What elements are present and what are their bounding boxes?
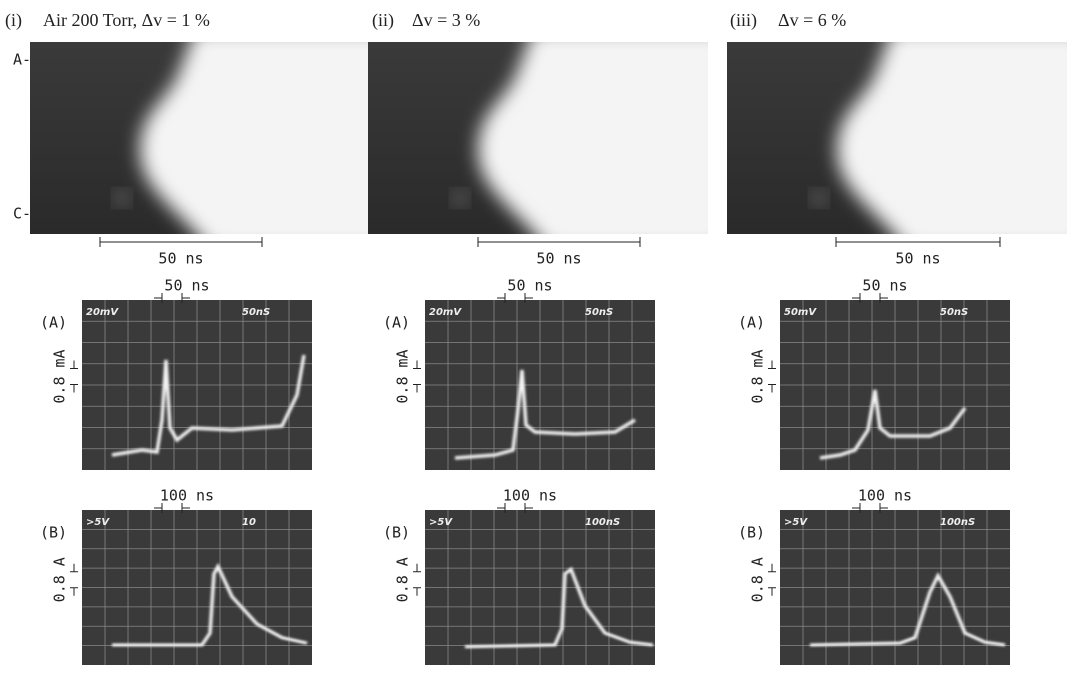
scale-label: 50 ns — [158, 250, 203, 268]
panel-label: (iii) — [730, 10, 757, 31]
panel-label: (ii) — [372, 10, 394, 31]
scale-label: 50 ns — [536, 250, 581, 268]
current-marker — [70, 563, 78, 596]
scope-time: 50nS — [940, 307, 968, 318]
scope-trace — [454, 369, 636, 460]
luminous-region — [478, 42, 708, 234]
scope-volts: >5V — [429, 517, 453, 528]
panel-condition: Δv = 3 % — [412, 10, 480, 30]
scope-trace — [819, 389, 967, 460]
current-marker — [768, 563, 776, 596]
scope-trace — [809, 571, 1006, 647]
spot — [452, 190, 468, 206]
panel-label: (i) — [5, 10, 22, 31]
current-scale: 0.8 A — [749, 557, 767, 602]
streak-photo — [727, 42, 1067, 234]
scope-label: (A) — [738, 314, 765, 332]
current-scale: 0.8 mA — [51, 349, 69, 403]
time-marker — [852, 503, 861, 513]
time-scale: 50 ns — [862, 277, 907, 295]
scope-label: (B) — [40, 524, 67, 542]
oscilloscope: 50mV 50nS — [780, 300, 1010, 470]
scope-volts: 20mV — [429, 307, 462, 318]
scope-time: 100nS — [940, 517, 975, 528]
scope-volts: >5V — [784, 517, 808, 528]
scope-time: 10 — [242, 517, 256, 528]
scope-trace — [111, 354, 306, 457]
time-marker — [497, 503, 506, 513]
time-marker — [524, 293, 533, 303]
time-scale: 100 ns — [858, 487, 912, 505]
scope-volts: >5V — [86, 517, 110, 528]
scope-time: 50nS — [585, 307, 613, 318]
time-marker — [154, 503, 163, 513]
current-marker — [768, 360, 776, 393]
panel-condition: Δv = 6 % — [778, 10, 846, 30]
electrode-label: A- — [13, 51, 31, 69]
current-scale: 0.8 A — [394, 557, 412, 602]
streak-photo — [30, 42, 370, 234]
time-scale: 50 ns — [507, 277, 552, 295]
oscilloscope: >5V 10 — [82, 510, 312, 665]
time-marker — [181, 503, 190, 513]
scope-time: 50nS — [242, 307, 270, 318]
scope-volts: 20mV — [86, 307, 119, 318]
scope-trace — [464, 566, 654, 649]
streak-photo — [368, 42, 708, 234]
spot — [114, 190, 130, 206]
scope-label: (B) — [738, 524, 765, 542]
oscilloscope: 20mV 50nS — [82, 300, 312, 470]
scope-label: (A) — [383, 314, 410, 332]
time-marker — [879, 503, 888, 513]
time-scale: 100 ns — [160, 487, 214, 505]
time-marker — [852, 293, 861, 303]
oscilloscope: >5V 100nS — [425, 510, 655, 665]
current-marker — [413, 563, 421, 596]
scope-trace — [112, 562, 308, 647]
time-marker — [181, 293, 190, 303]
current-scale: 0.8 A — [51, 557, 69, 602]
time-marker — [154, 293, 163, 303]
current-scale: 0.8 mA — [394, 349, 412, 403]
spot — [811, 190, 827, 206]
scale-label: 50 ns — [895, 250, 940, 268]
scope-volts: 50mV — [784, 307, 817, 318]
photo-content — [114, 42, 370, 234]
electrode-label: C- — [13, 205, 31, 223]
time-marker — [524, 503, 533, 513]
current-scale: 0.8 mA — [749, 349, 767, 403]
luminous-region — [140, 42, 370, 234]
photo-content — [452, 42, 708, 234]
scope-label: (B) — [383, 524, 410, 542]
current-marker — [70, 360, 78, 393]
time-marker — [879, 293, 888, 303]
time-scale: 100 ns — [503, 487, 557, 505]
time-scale: 50 ns — [164, 277, 209, 295]
current-marker — [413, 360, 421, 393]
scope-label: (A) — [40, 314, 67, 332]
scope-time: 100nS — [585, 517, 620, 528]
photo-content — [811, 42, 1067, 234]
panel-condition: Air 200 Torr, Δv = 1 % — [43, 10, 210, 30]
oscilloscope: 20mV 50nS — [425, 300, 655, 470]
luminous-region — [837, 42, 1067, 234]
time-marker — [497, 293, 506, 303]
oscilloscope: >5V 100nS — [780, 510, 1010, 665]
